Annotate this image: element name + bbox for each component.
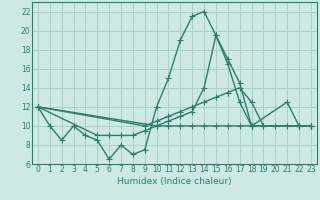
X-axis label: Humidex (Indice chaleur): Humidex (Indice chaleur) [117, 177, 232, 186]
